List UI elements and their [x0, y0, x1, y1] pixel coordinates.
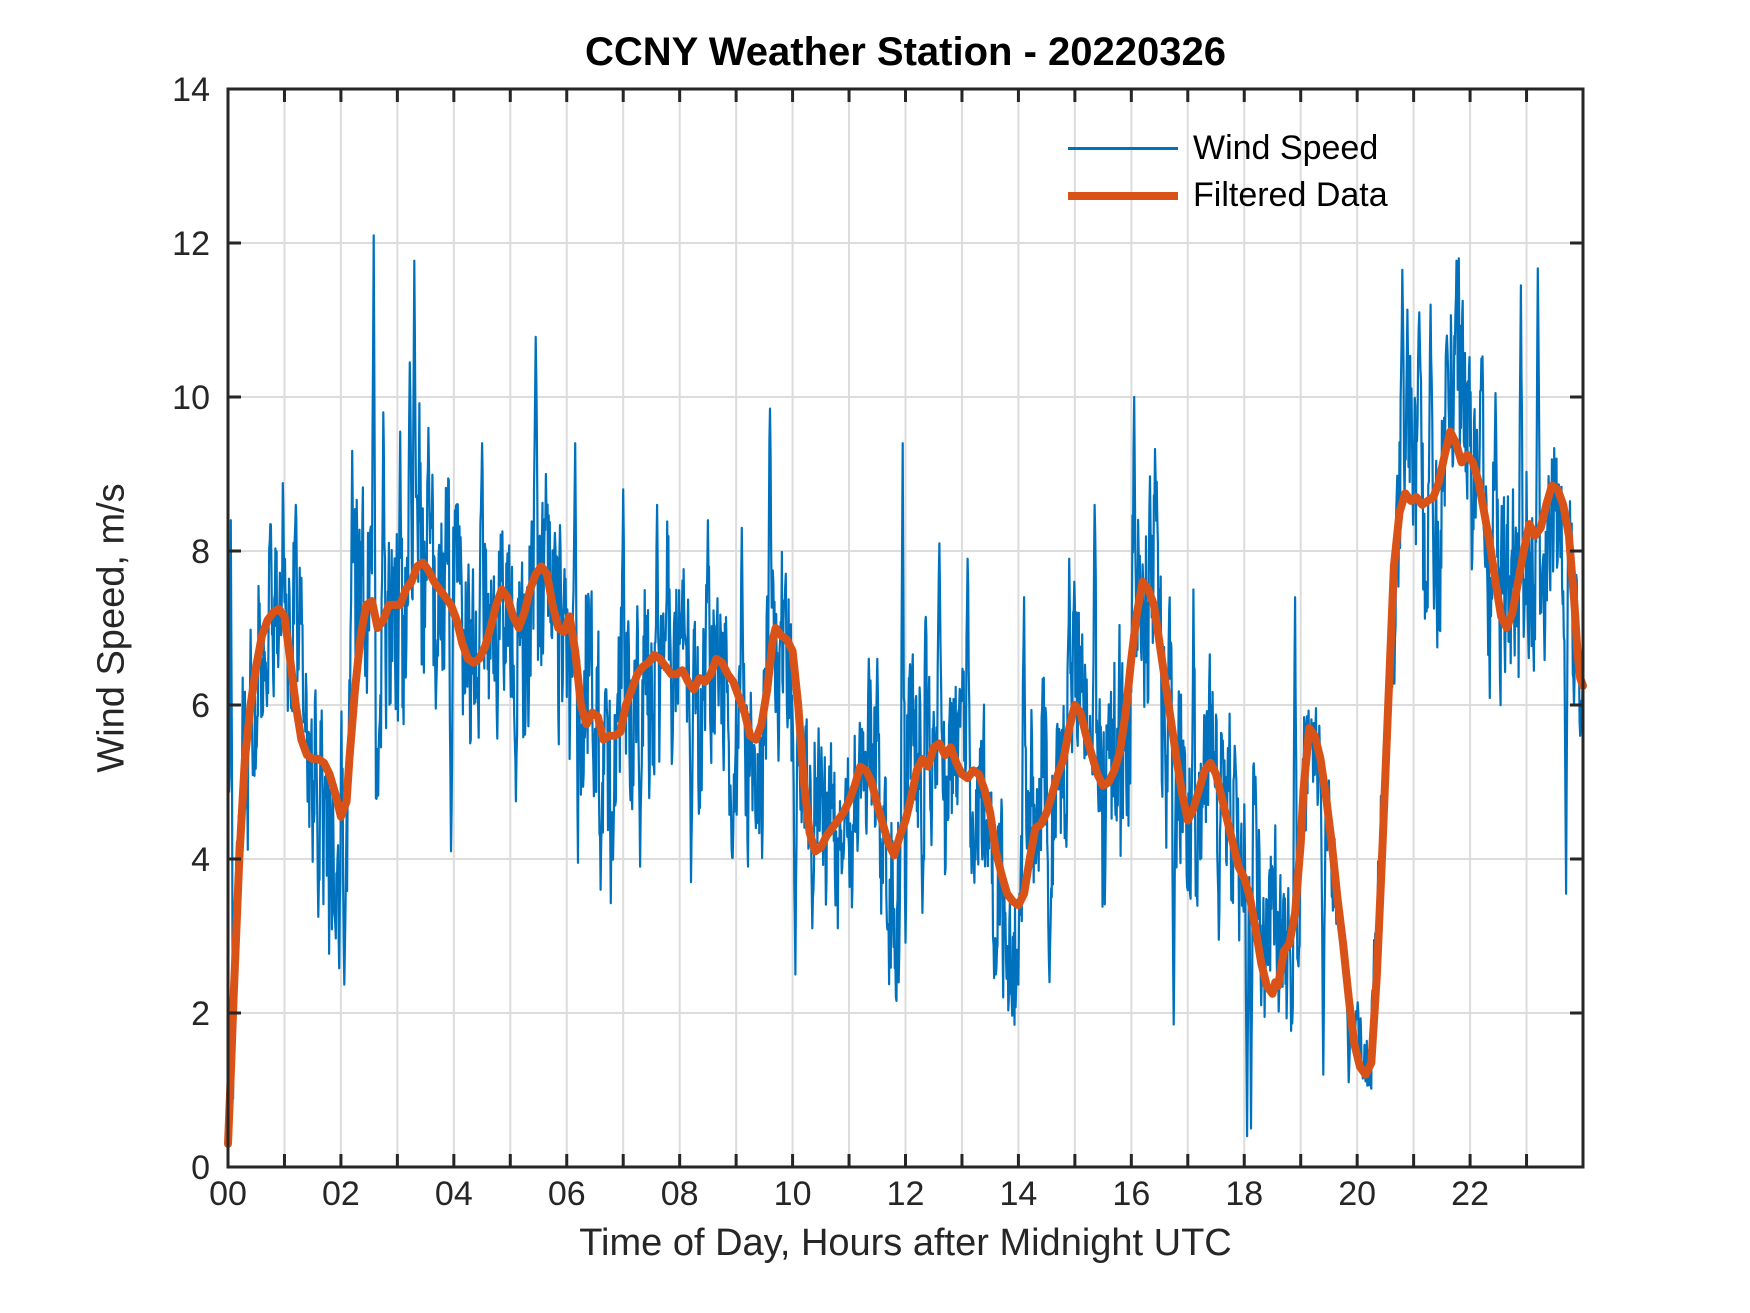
x-tick-label: 06: [548, 1175, 586, 1213]
legend-label-wind-speed: Wind Speed: [1193, 129, 1379, 167]
x-tick-label: 08: [661, 1175, 699, 1213]
x-tick-label: 16: [1112, 1175, 1150, 1213]
x-tick-label: 22: [1451, 1175, 1489, 1213]
x-axis-label: Time of Day, Hours after Midnight UTC: [579, 1222, 1232, 1264]
x-tick-label: 20: [1338, 1175, 1376, 1213]
x-tick-label: 10: [774, 1175, 812, 1213]
x-tick-label: 04: [435, 1175, 473, 1213]
y-axis-label: Wind Speed, m/s: [90, 483, 133, 773]
legend-label-filtered-data: Filtered Data: [1193, 176, 1388, 214]
x-tick-label: 02: [322, 1175, 360, 1213]
wind-speed-line-swatch: [1068, 147, 1178, 150]
legend: Wind Speed Filtered Data: [1068, 125, 1388, 219]
legend-item-wind-speed: Wind Speed: [1068, 125, 1388, 172]
page-title: CCNY Weather Station - 20220326: [585, 30, 1226, 74]
y-tick-label: 10: [172, 379, 210, 417]
legend-item-filtered-data: Filtered Data: [1068, 172, 1388, 219]
y-tick-label: 6: [191, 687, 210, 725]
y-tick-label: 8: [191, 533, 210, 571]
x-tick-label: 12: [887, 1175, 925, 1213]
x-tick-label: 00: [209, 1175, 247, 1213]
x-tick-label: 18: [1225, 1175, 1263, 1213]
x-tick-label: 14: [1000, 1175, 1038, 1213]
y-tick-label: 0: [191, 1149, 210, 1187]
y-tick-label: 2: [191, 995, 210, 1033]
filtered-data-line-swatch: [1068, 191, 1178, 200]
y-tick-label: 4: [191, 841, 210, 879]
y-tick-label: 12: [172, 225, 210, 263]
y-tick-label: 14: [172, 71, 210, 109]
